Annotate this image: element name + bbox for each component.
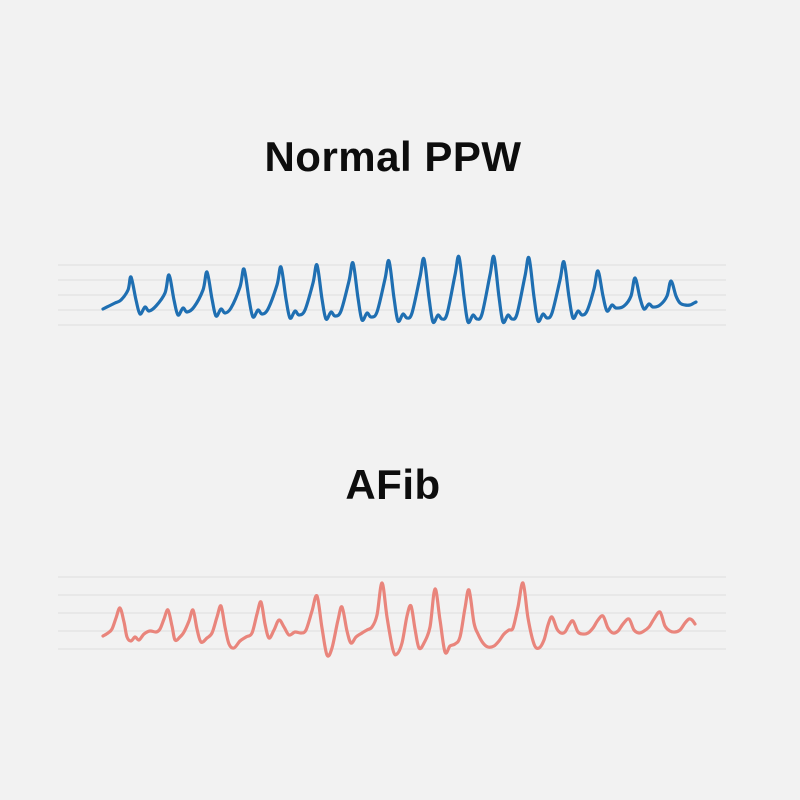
normal-ppw-chart — [58, 254, 726, 326]
afib-chart — [58, 576, 726, 658]
waveform-path — [101, 254, 698, 325]
afib-title: AFib — [345, 461, 441, 508]
waveform-path — [101, 581, 697, 658]
normal-ppw-title: Normal PPW — [264, 133, 522, 180]
